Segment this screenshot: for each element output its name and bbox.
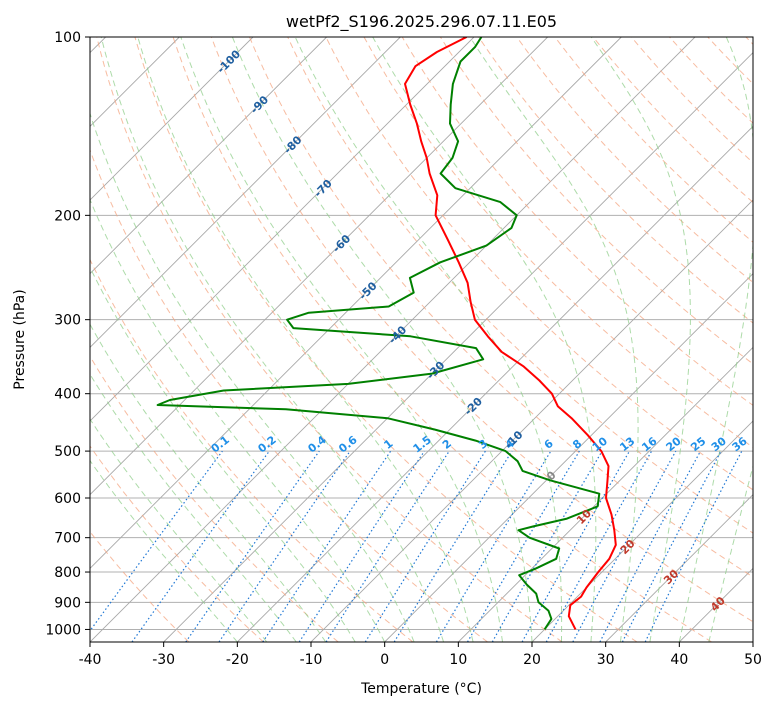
mixing-ratio-line: [218, 450, 351, 642]
moist-adiabat: [90, 323, 327, 642]
data-layer: [156, 37, 617, 630]
plot-frame: [89, 36, 754, 643]
dry-adiabat: [287, 37, 753, 534]
y-tick-label: 200: [54, 208, 81, 224]
moist-adiabat: [294, 37, 563, 642]
dry-adiabat: [478, 37, 753, 324]
moist-adiabat: [708, 464, 753, 642]
x-tick-label: 20: [523, 652, 541, 668]
mixing-ratio-line: [572, 450, 677, 642]
moist-adiabat: [469, 37, 639, 642]
mixing-ratio-line: [393, 450, 513, 642]
mixing-ratio-line: [90, 450, 223, 632]
mixing-ratio-line: [521, 450, 631, 642]
isotherm-line: [90, 37, 548, 496]
chart-title: wetPf2_S196.2025.296.07.11.E05: [286, 12, 557, 32]
x-tick-label: 50: [744, 652, 762, 668]
dry-adiabat: [96, 37, 563, 642]
y-tick-label: 400: [54, 387, 81, 403]
isotherm-line: [90, 37, 622, 569]
moist-adiabat: [678, 37, 753, 642]
isotherm-line: [531, 420, 753, 642]
x-tick-label: 40: [670, 652, 688, 668]
y-tick-label: 100: [54, 30, 81, 46]
x-tick-label: 10: [449, 652, 467, 668]
x-axis-label: Temperature (°C): [360, 681, 482, 697]
moist-adiabat: [180, 37, 503, 642]
x-tick-label: -10: [300, 652, 323, 668]
dry-adiabat: [90, 445, 264, 642]
dry-adiabat: [401, 37, 753, 406]
dry-adiabat: [249, 37, 753, 578]
isotherm-line: [237, 125, 753, 642]
moist-adiabat: [100, 37, 445, 642]
isotherm-line: [310, 199, 753, 642]
mixing-ratio-line: [325, 450, 450, 642]
dry-adiabat: [630, 37, 753, 164]
isotherm-line: [90, 37, 696, 642]
moist-adiabat: [90, 198, 386, 642]
mixing-ratio-line: [545, 450, 653, 642]
dewpoint-line: [156, 37, 601, 630]
y-tick-label: 500: [54, 444, 81, 460]
isotherm-line: [458, 346, 753, 642]
mixing-ratio-line: [491, 450, 603, 642]
moist-adiabat: [137, 37, 474, 642]
y-tick-label: 1000: [45, 622, 81, 638]
moist-adiabat: [90, 459, 238, 642]
moist-adiabat: [90, 418, 268, 642]
isotherm-line: [90, 37, 327, 275]
mixing-ratio-line: [435, 450, 552, 642]
y-tick-label: 600: [54, 491, 81, 507]
moist-adiabat: [590, 37, 691, 642]
mixing-ratio-line: [364, 450, 486, 642]
x-tick-label: -20: [226, 652, 249, 668]
dry-adiabat: [516, 37, 753, 283]
moist-adiabat: [90, 266, 356, 642]
y-tick-label: 900: [54, 595, 81, 611]
x-tick-label: -30: [152, 652, 175, 668]
y-tick-label: 800: [54, 565, 81, 581]
dry-adiabat: [134, 37, 638, 642]
dry-adiabat: [592, 37, 753, 204]
moist-adiabat: [372, 37, 597, 642]
mixing-ratio-line: [185, 450, 320, 642]
isotherm-line: [90, 37, 254, 201]
moist-adiabat: [90, 111, 415, 642]
isotherm-line: [90, 37, 475, 422]
dry-adiabat: [172, 37, 712, 642]
dry-adiabat: [363, 37, 753, 448]
y-axis-label: Pressure (hPa): [12, 289, 28, 389]
moist-adiabat: [90, 373, 297, 642]
x-tick-label: -40: [79, 652, 102, 668]
temperature-line: [404, 37, 617, 630]
dry-adiabat: [90, 258, 414, 642]
dry-adiabat: [325, 37, 753, 491]
isotherm-line: [384, 273, 753, 642]
grid-layer: [90, 37, 753, 642]
isotherm-line: [605, 494, 753, 642]
moist-adiabat: [231, 37, 533, 642]
mixing-ratio-line: [131, 450, 270, 642]
x-tick-label: 30: [597, 652, 615, 668]
axis-layer: -40 -30 -20 -10 0 10 20 30 40 50 100 200 300 400 500 60…: [45, 30, 762, 668]
isotherm-line: [163, 52, 753, 642]
y-tick-label: 700: [54, 531, 81, 547]
x-tick-label: 0: [380, 652, 389, 668]
y-tick-label: 300: [54, 313, 81, 329]
